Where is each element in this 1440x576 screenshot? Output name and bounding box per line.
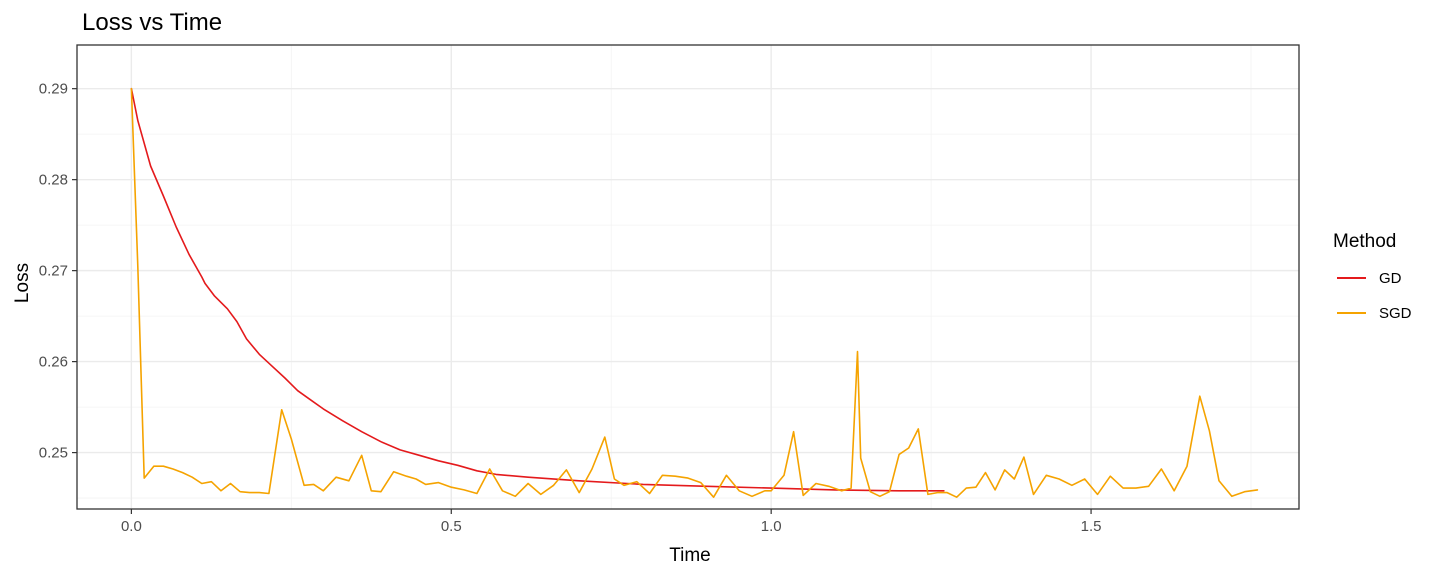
legend-title: Method: [1333, 231, 1396, 252]
series-line-gd: [130, 87, 945, 492]
series-layer: [130, 87, 1259, 499]
legend-label-sgd: SGD: [1379, 305, 1412, 322]
x-tick-label: 0.5: [441, 518, 462, 535]
y-tick-label: 0.29: [39, 81, 68, 98]
y-tick-label: 0.28: [39, 172, 68, 189]
chart-title: Loss vs Time: [82, 9, 222, 36]
major-gridlines: [77, 45, 1299, 509]
x-tick-label: 1.0: [761, 518, 782, 535]
legend-items: GD SGD: [1337, 270, 1412, 322]
x-tick-label: 0.0: [121, 518, 142, 535]
series-line-sgd: [130, 87, 1259, 499]
y-tick-label: 0.26: [39, 354, 68, 371]
x-axis-title: Time: [669, 545, 711, 566]
y-tick-label: 0.25: [39, 445, 68, 462]
plot-panel-border: [76, 44, 1300, 510]
y-axis: 0.25 0.26 0.27 0.28 0.29: [39, 81, 77, 462]
y-axis-title: Loss: [12, 263, 33, 303]
y-tick-label: 0.27: [39, 263, 68, 280]
legend-label-gd: GD: [1379, 270, 1402, 287]
legend: Method GD SGD: [1333, 231, 1412, 322]
x-tick-label: 1.5: [1081, 518, 1102, 535]
minor-gridlines: [77, 45, 1299, 509]
x-axis: 0.0 0.5 1.0 1.5: [121, 509, 1102, 535]
